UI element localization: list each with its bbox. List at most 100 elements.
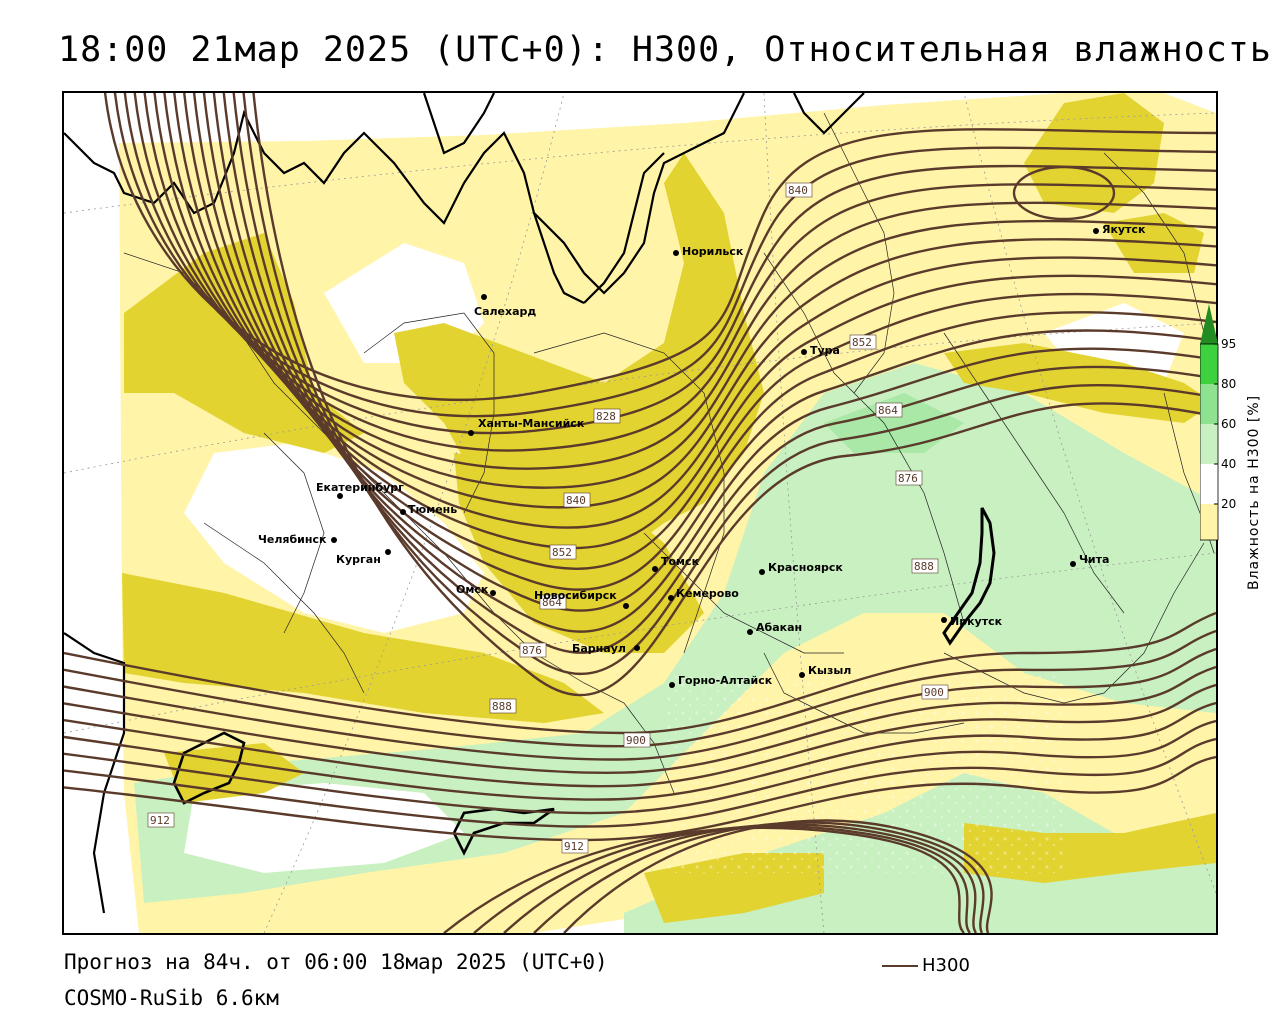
admin-boundary-11 [763,652,965,734]
isoline-label-bg-2 [563,492,591,508]
city-tomsk[interactable]: Томск [652,555,700,572]
city-marker [799,672,805,678]
isoline-label: 864 [878,404,898,417]
city-marker [400,509,406,515]
city-yekaterinburg[interactable]: Екатеринбург [316,481,404,499]
city-marker [623,603,629,609]
city-barnaul[interactable]: Барнаул [572,642,640,655]
h300-contour-line [64,701,1216,801]
city-irkutsk[interactable]: Иркутск [941,615,1003,628]
city-marker [337,493,343,499]
city-label: Тюмень [408,503,457,516]
city-salekhard[interactable]: Салехард [474,294,536,318]
h300-contour-line [64,683,1216,788]
h300-contour-line [64,719,1216,815]
city-marker [1070,561,1076,567]
city-label: Челябинск [258,533,327,546]
admin-boundary-9 [643,532,844,654]
h300-contour-line [473,825,971,933]
lake-aral [172,731,246,805]
city-label: Барнаул [572,642,626,655]
city-yakutsk[interactable]: Якутск [1093,223,1146,236]
isoline-label: 840 [566,494,586,507]
city-label: Якутск [1102,223,1146,236]
city-label: Горно-Алтайск [678,674,773,687]
city-marker [331,537,337,543]
h300-contour-line [212,93,1216,612]
legend-tick-label: 40 [1221,457,1236,471]
coastline-novaya-zemlya [422,93,495,155]
h300-contour-line [252,93,1216,697]
city-label: Кызыл [808,664,851,677]
city-label: Салехард [474,305,536,318]
isoline-label-bg-12 [895,470,923,486]
city-chelyabinsk[interactable]: Челябинск [258,533,337,546]
city-label: Курган [336,553,381,566]
city-chita[interactable]: Чита [1070,553,1109,567]
city-marker [481,294,487,300]
city-label: Екатеринбург [316,481,404,494]
isoline-label: 852 [852,336,872,349]
isoline-label: 900 [626,734,646,747]
city-kyzyl[interactable]: Кызыл [799,664,851,678]
humidity-zone-moist [134,363,1216,903]
isoline-label-bg-4 [539,594,567,610]
city-novosibirsk[interactable]: Новосибирск [534,589,629,609]
legend-arrow [1200,304,1218,344]
admin-boundary-13 [203,522,365,694]
map-canvas: 828 840 852 864 876 888 900 912 840 852 … [64,93,1216,933]
humidity-zone-dry-white-4 [184,783,464,873]
city-omsk[interactable]: Омск [456,583,496,596]
isoline-label-bg-15 [561,838,589,854]
admin-boundary-4 [763,252,965,624]
isoline-label: 852 [552,546,572,559]
graticule-line-6 [963,93,1216,894]
city-tura[interactable]: Тура [801,344,840,357]
map-title: 18:00 21мар 2025 (UTC+0): H300, Относите… [58,30,1272,70]
lake-balkhash [452,807,555,856]
legend-outline [1200,343,1219,541]
humidity-zone-dryband-3 [454,453,704,653]
city-norilsk[interactable]: Норильск [673,245,744,258]
isoline-label: 900 [924,686,944,699]
contour-key-label: H300 [922,955,970,976]
city-abakan[interactable]: Абакан [747,621,802,635]
h300-contour-line [222,93,1216,633]
h300-contour-line [193,93,1216,570]
legend-band-60 [1200,424,1218,464]
city-label: Норильск [682,245,744,258]
isoline-label: 840 [788,184,808,197]
legend-band-95 [1200,344,1218,384]
city-label: Тура [810,344,840,357]
legend-tick-label: 80 [1221,377,1236,391]
isoline-label-bg-11 [875,402,903,418]
h300-contour-closed [1012,165,1116,221]
h300-contour-line [64,647,1216,761]
city-label: Абакан [756,621,802,634]
isoline-label-bg-3 [549,544,577,560]
city-label: Кемерово [676,587,739,600]
legend-tick-label: 60 [1221,417,1236,431]
h300-contour-line [64,755,1216,842]
city-krasnoyarsk[interactable]: Красноярск [759,561,843,575]
border-kazakhstan [64,632,126,914]
city-gorno-altaysk[interactable]: Горно-Алтайск [669,674,773,688]
h300-contour-line [563,819,993,933]
coastline-yamal [532,212,585,304]
legend-tick-label: 20 [1221,497,1236,511]
humidity-zone-moist-3 [824,393,964,453]
h300-contour-line [503,823,978,933]
city-marker [490,590,496,596]
lake-baikal [942,507,996,646]
cities: Салехард Норильск Якутск Тура Ханты-Манс… [258,223,1146,688]
city-khanty-mansiysk[interactable]: Ханты-Мансийск [468,417,585,436]
city-kemerovo[interactable]: Кемерово [668,587,739,601]
city-label: Новосибирск [534,589,617,602]
h300-contour-line [533,821,985,933]
city-marker [468,430,474,436]
city-kurgan[interactable]: Курган [336,549,391,566]
h300-contour-line [163,93,1216,509]
city-tyumen[interactable]: Тюмень [400,503,457,516]
isoline-label: 876 [522,644,542,657]
coastline-kara [583,152,665,304]
